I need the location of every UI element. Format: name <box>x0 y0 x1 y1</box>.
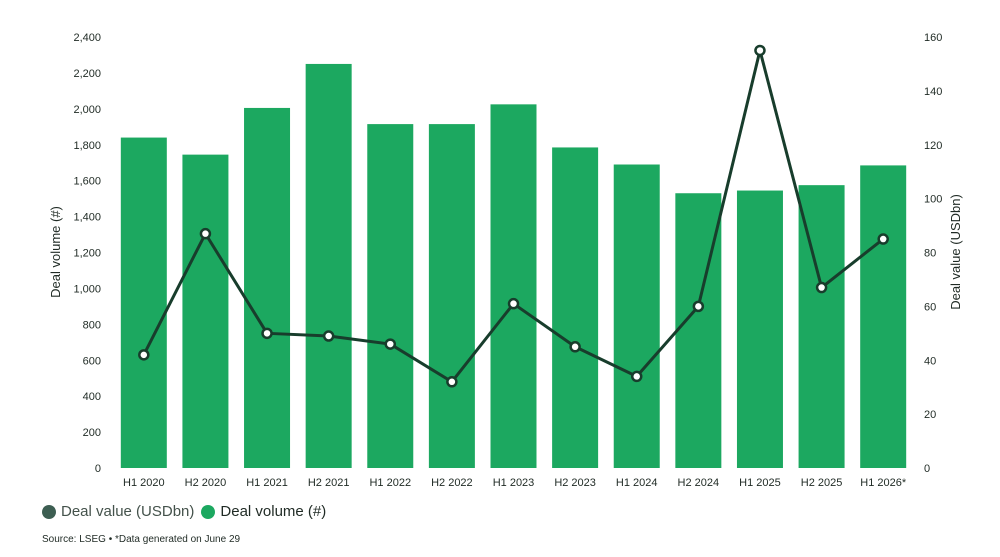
right-tick-label: 100 <box>924 194 942 206</box>
deal-value-point <box>630 370 643 383</box>
bar-h1-2025 <box>736 190 783 468</box>
bar-h1-2022 <box>367 124 414 469</box>
x-tick-label: H2 2024 <box>678 477 720 489</box>
right-tick-label: 160 <box>924 32 942 44</box>
bar-h1-2026 <box>860 165 907 468</box>
bar-h1-2020 <box>120 137 167 469</box>
right-tick-label: 80 <box>924 248 936 260</box>
x-tick-label: H1 2020 <box>123 477 165 489</box>
source-note: Source: LSEG • *Data generated on June 2… <box>42 534 241 545</box>
x-tick-label: H1 2023 <box>493 477 535 489</box>
left-axis-ticks: 0 200 400 600 800 1,000 1,200 1,400 1,600 1,800 2,… <box>73 32 101 475</box>
deal-value-point <box>261 327 273 340</box>
left-tick-label: 1,400 <box>73 212 101 224</box>
right-tick-label: 120 <box>924 140 942 152</box>
right-tick-label: 140 <box>924 86 942 98</box>
left-tick-label: 1,200 <box>73 248 101 260</box>
bar-h1-2024 <box>613 164 660 469</box>
left-tick-label: 1,800 <box>73 140 101 152</box>
left-tick-label: 400 <box>83 391 101 403</box>
legend-item-deal-value: Deal value (USDbn) <box>42 503 194 520</box>
left-tick-label: 2,200 <box>73 68 101 80</box>
line-group <box>138 44 889 388</box>
left-tick-label: 1,600 <box>73 176 101 188</box>
left-tick-label: 2,400 <box>73 32 101 44</box>
bar-h2-2020 <box>182 154 229 469</box>
deal-chart: 02004006008001,0001,2001,4001,6001,8002,… <box>48 32 963 489</box>
bars-group <box>120 63 907 469</box>
x-tick-label: H2 2022 <box>431 477 473 489</box>
deal-value-point <box>815 281 828 294</box>
deal-value-point <box>877 233 889 245</box>
deal-value-point <box>138 349 150 361</box>
x-tick-label: H1 2024 <box>616 477 658 489</box>
x-tick-label: H2 2021 <box>308 477 350 489</box>
legend-label-deal-value: Deal value (USDbn) <box>61 503 195 520</box>
x-tick-label: H1 2026* <box>860 477 907 489</box>
deal-value-point <box>322 330 335 342</box>
bar-h2-2021 <box>305 63 352 468</box>
bar-h1-2021 <box>244 107 291 468</box>
legend-value-dot-icon <box>42 504 56 519</box>
deal-value-point <box>199 227 212 240</box>
right-tick-label: 20 <box>924 409 936 421</box>
legend-item-deal-volume: Deal volume (#) <box>201 503 326 520</box>
x-tick-label: H2 2023 <box>554 477 596 489</box>
right-tick-label: 40 <box>924 355 936 367</box>
left-tick-label: 800 <box>83 319 101 331</box>
deal-value-point <box>692 300 705 313</box>
x-tick-label: H2 2025 <box>801 477 843 489</box>
deal-value-point <box>569 341 581 353</box>
right-tick-label: 60 <box>924 301 936 313</box>
x-tick-label: H1 2022 <box>369 477 411 489</box>
left-tick-label: 200 <box>83 427 101 439</box>
left-tick-label: 1,000 <box>73 283 101 295</box>
left-axis-title: Deal volume (#) <box>48 206 63 298</box>
deal-value-point <box>507 297 520 310</box>
deal-value-point <box>446 376 458 388</box>
bar-h2-2022 <box>428 124 475 469</box>
left-tick-label: 2,000 <box>73 104 101 116</box>
x-tick-label: H1 2025 <box>739 477 781 489</box>
right-tick-label: 0 <box>924 463 930 475</box>
right-axis-ticks: 0 20 40 60 80 100 120 140 160 <box>924 32 942 475</box>
left-tick-label: 0 <box>95 463 101 475</box>
right-axis-title: Deal value (USDbn) <box>948 194 963 310</box>
left-tick-label: 600 <box>83 355 101 367</box>
deal-value-point <box>384 338 397 350</box>
deal-value-point <box>754 44 766 57</box>
bar-h2-2023 <box>552 147 599 468</box>
x-tick-label: H1 2021 <box>246 477 288 489</box>
legend-label-deal-volume: Deal volume (#) <box>220 503 327 520</box>
x-tick-label: H2 2020 <box>185 477 227 489</box>
legend: Deal value (USDbn) Deal volume (#) <box>42 503 333 520</box>
bar-h1-2023 <box>490 104 537 468</box>
legend-volume-dot-icon <box>201 504 216 519</box>
x-axis-ticks: H1 2020 H2 2020 H1 2021 H2 2021 H1 2022 H2 20… <box>123 477 907 489</box>
